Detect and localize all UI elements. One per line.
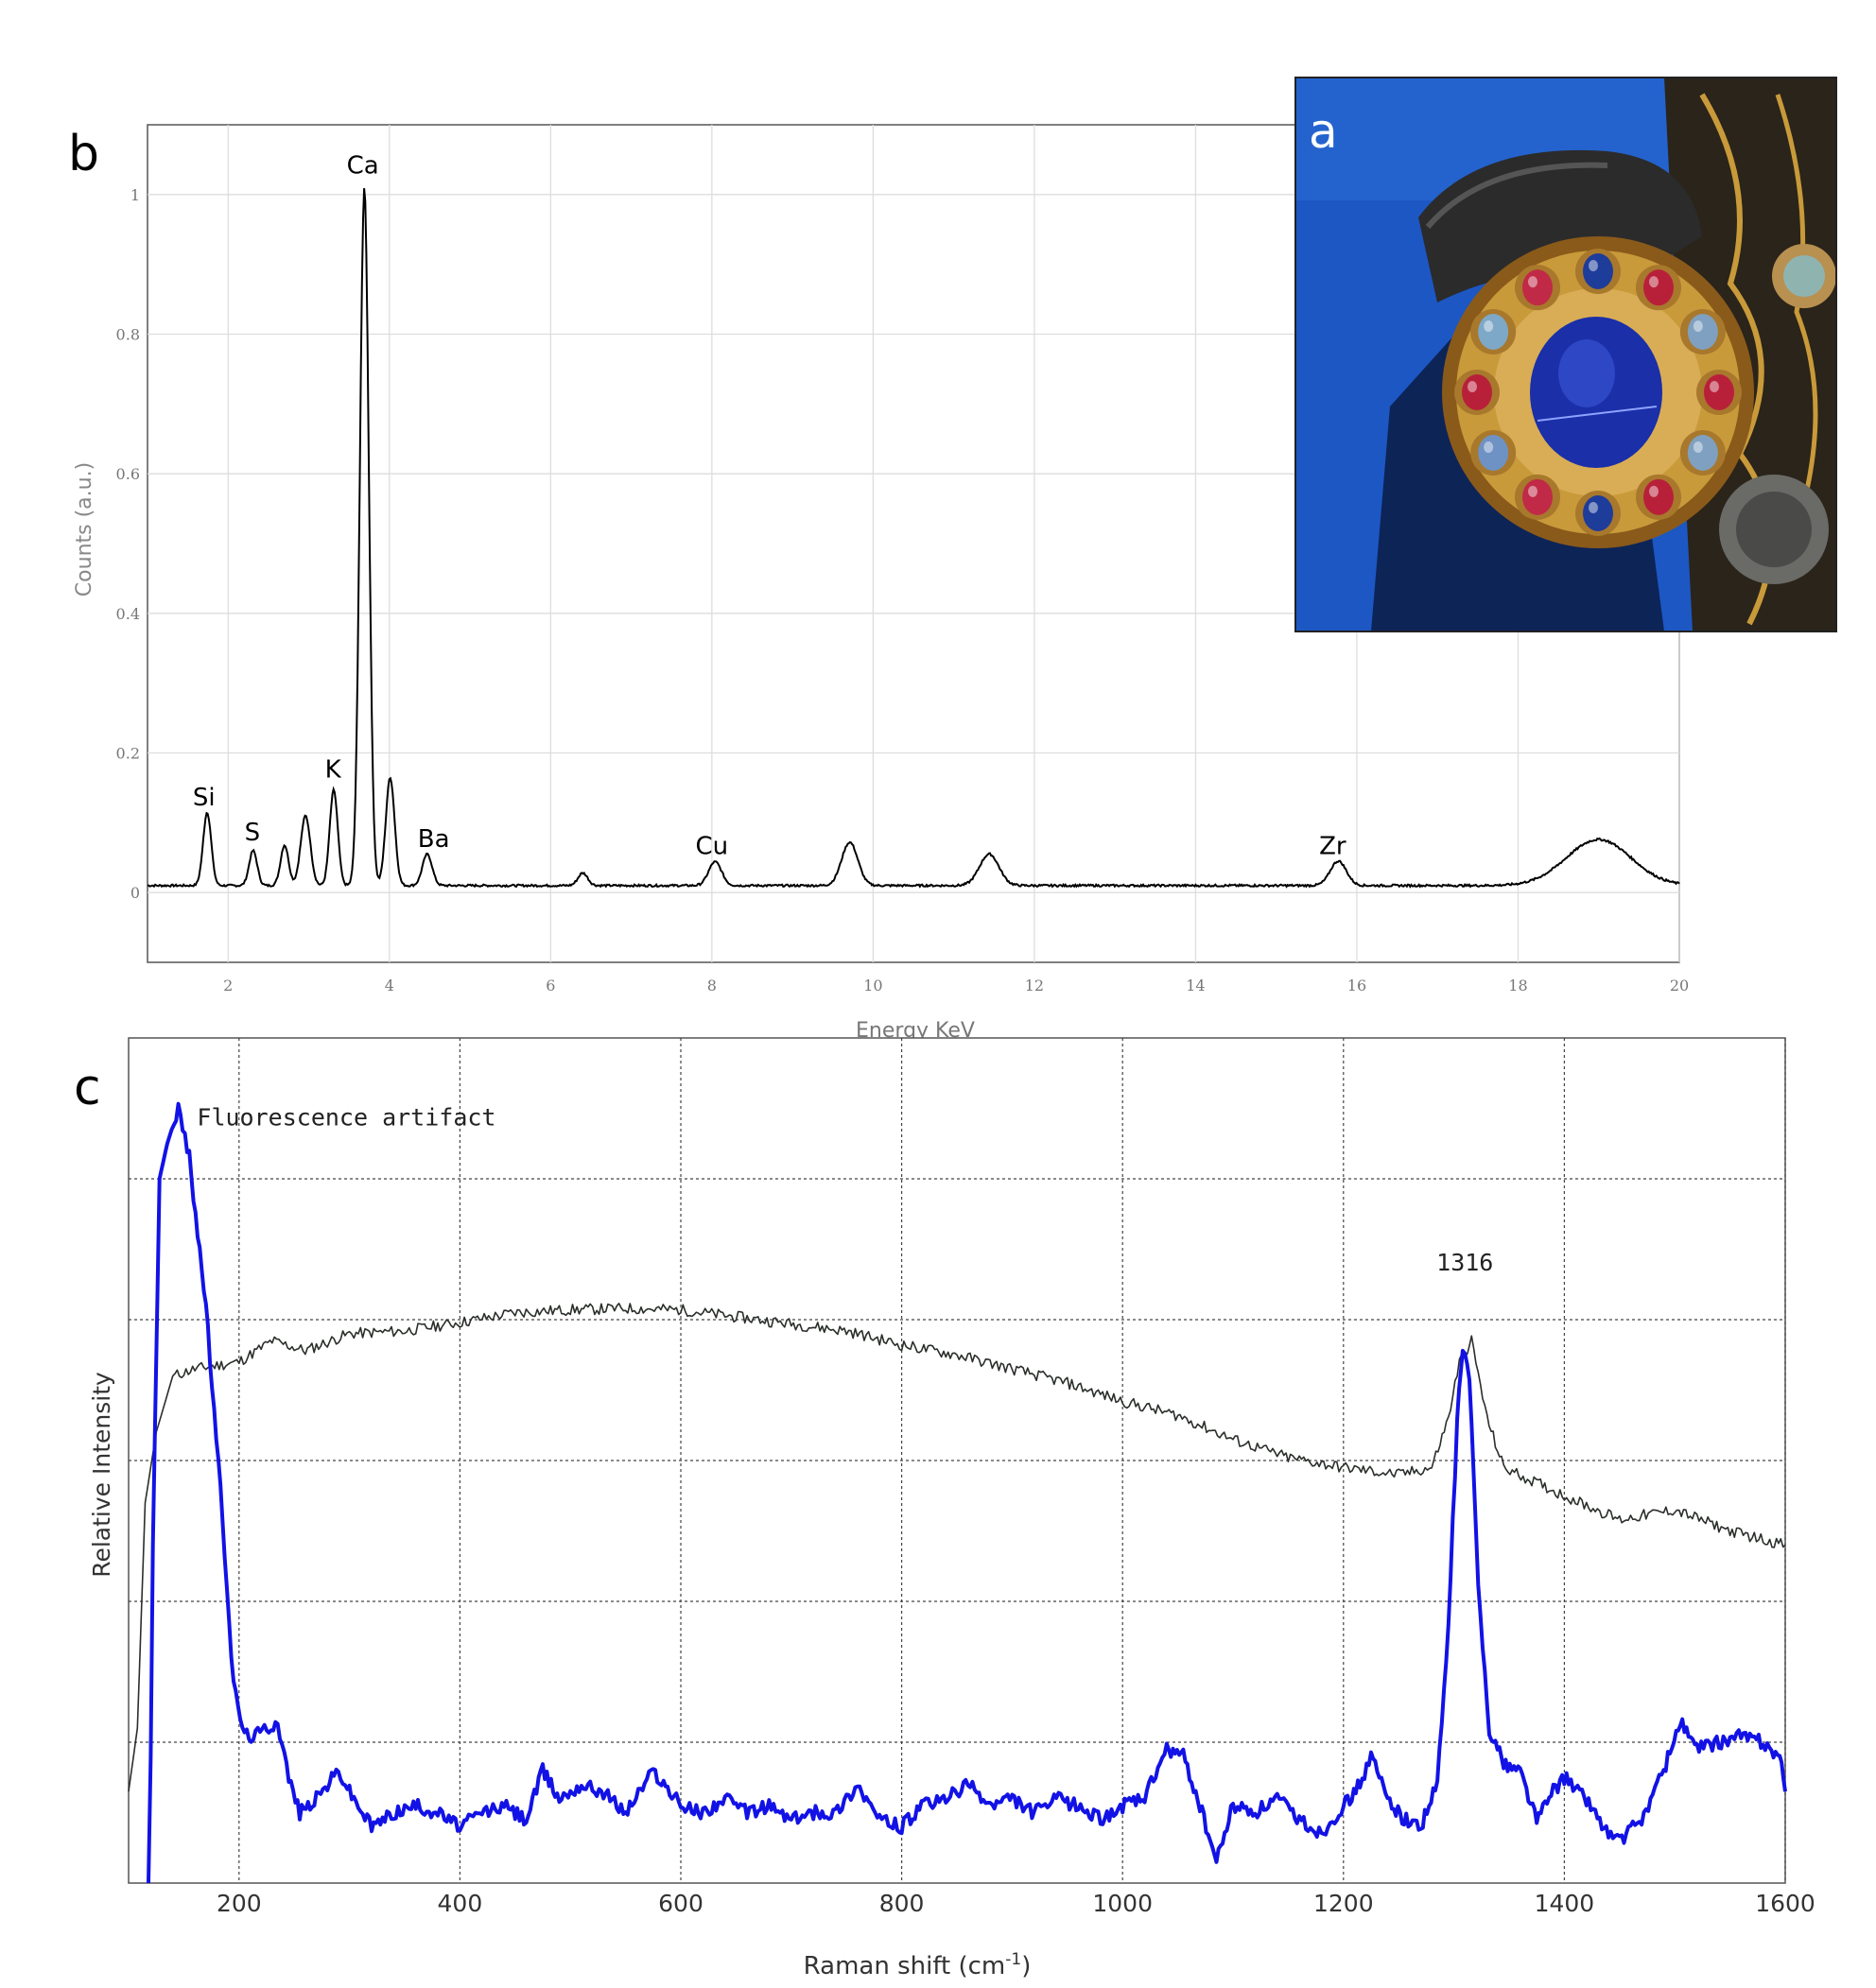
gem-highlight xyxy=(1528,485,1537,497)
x-tick-label: 2 xyxy=(223,977,233,994)
gem xyxy=(1522,269,1553,306)
x-tick-label: 800 xyxy=(879,1890,925,1917)
gem-highlight xyxy=(1710,381,1719,392)
gem-highlight xyxy=(1589,502,1598,513)
x-tick-label: 18 xyxy=(1508,977,1527,994)
series-group xyxy=(128,1101,1787,1884)
y-tick-label: 0.8 xyxy=(116,326,140,344)
gem xyxy=(1478,314,1509,350)
y-tick-label: 0.4 xyxy=(116,605,140,623)
x-tick-label: 1600 xyxy=(1755,1890,1815,1917)
x-tick-label: 400 xyxy=(438,1890,483,1917)
gem-highlight xyxy=(1484,441,1494,453)
x-tick-label: 6 xyxy=(546,977,555,994)
gem xyxy=(1704,374,1734,410)
tick-labels: 200 400 600 800 1000 1200 1400 1600 xyxy=(217,1890,1815,1917)
gem-highlight xyxy=(1693,441,1703,453)
x-tick-label: 1000 xyxy=(1092,1890,1153,1917)
x-axis-label-superscript: -1 xyxy=(1005,1950,1021,1969)
peak-label: Ba xyxy=(418,825,450,854)
panel-label-a: a xyxy=(1309,104,1338,159)
annotations: Fluorescence artifact 1316 xyxy=(197,1103,1493,1275)
peak-label: Cu xyxy=(696,833,729,861)
gem xyxy=(1522,478,1553,515)
raman-spectrum-chart: 200 400 600 800 1000 1200 1400 1600 Fluorescenc… xyxy=(88,1037,1815,1980)
x-tick-label: 1400 xyxy=(1535,1890,1595,1917)
x-axis-label: Raman shift (cm-1) xyxy=(804,1950,1032,1980)
gem xyxy=(1462,374,1492,410)
gem xyxy=(1687,314,1718,350)
y-tick-label: 0.2 xyxy=(116,745,140,763)
y-axis-label: Counts (a.u.) xyxy=(73,462,96,596)
peak-label: S xyxy=(245,819,261,847)
series-group xyxy=(147,188,1680,889)
x-tick-label: 4 xyxy=(385,977,394,994)
x-axis-label-suffix: ) xyxy=(1021,1952,1031,1980)
peak-label: Ca xyxy=(347,152,379,181)
corrected-spectrum-line xyxy=(147,1101,1787,1884)
tick-labels: 2 4 6 8 10 12 14 16 18 20 0 0.2 0.4 0.6 0.8 1 xyxy=(116,186,1690,994)
panel-label-c: c xyxy=(74,1060,101,1116)
y-tick-label: 1 xyxy=(130,186,140,204)
x-tick-label: 600 xyxy=(658,1890,704,1917)
x-axis-label-main: Raman shift (cm xyxy=(804,1952,1006,1980)
gem-highlight xyxy=(1693,320,1703,332)
gem xyxy=(1643,478,1674,515)
peak-label: Zr xyxy=(1319,833,1346,861)
gem xyxy=(1687,435,1718,471)
annotation-label: 1316 xyxy=(1436,1249,1493,1276)
spectrum-line xyxy=(147,188,1680,889)
gem xyxy=(1583,253,1613,289)
x-tick-label: 20 xyxy=(1670,977,1689,994)
rosette-gems xyxy=(1454,249,1742,536)
gem-highlight xyxy=(1528,276,1537,288)
gem xyxy=(1478,435,1509,471)
x-tick-label: 12 xyxy=(1025,977,1044,994)
x-tick-label: 1200 xyxy=(1313,1890,1374,1917)
panel-label-b: b xyxy=(68,126,99,182)
gem-highlight xyxy=(1649,276,1659,288)
gem xyxy=(1643,269,1674,306)
x-tick-label: 10 xyxy=(863,977,882,994)
grid xyxy=(129,1038,1786,1883)
peak-label: Si xyxy=(193,784,216,812)
x-tick-label: 16 xyxy=(1347,977,1366,994)
y-tick-label: 0.6 xyxy=(116,465,140,483)
raw-spectrum-line xyxy=(128,1303,1786,1792)
annotations: Si S K Ca Ba Cu Zr xyxy=(193,152,1346,861)
jewelled-rosette-photo: a xyxy=(1294,77,1837,632)
y-axis-label: Relative Intensity xyxy=(88,1372,115,1578)
peak-label: K xyxy=(325,755,342,784)
gem-highlight xyxy=(1484,320,1494,332)
annotation-label: Fluorescence artifact xyxy=(197,1103,495,1131)
y-tick-label: 0 xyxy=(130,884,140,902)
x-tick-label: 200 xyxy=(217,1890,262,1917)
gem-highlight xyxy=(1589,260,1598,271)
x-tick-label: 14 xyxy=(1186,977,1205,994)
gem xyxy=(1583,495,1613,531)
x-tick-label: 8 xyxy=(707,977,717,994)
gem-highlight xyxy=(1649,485,1659,497)
gem-highlight xyxy=(1468,381,1477,392)
